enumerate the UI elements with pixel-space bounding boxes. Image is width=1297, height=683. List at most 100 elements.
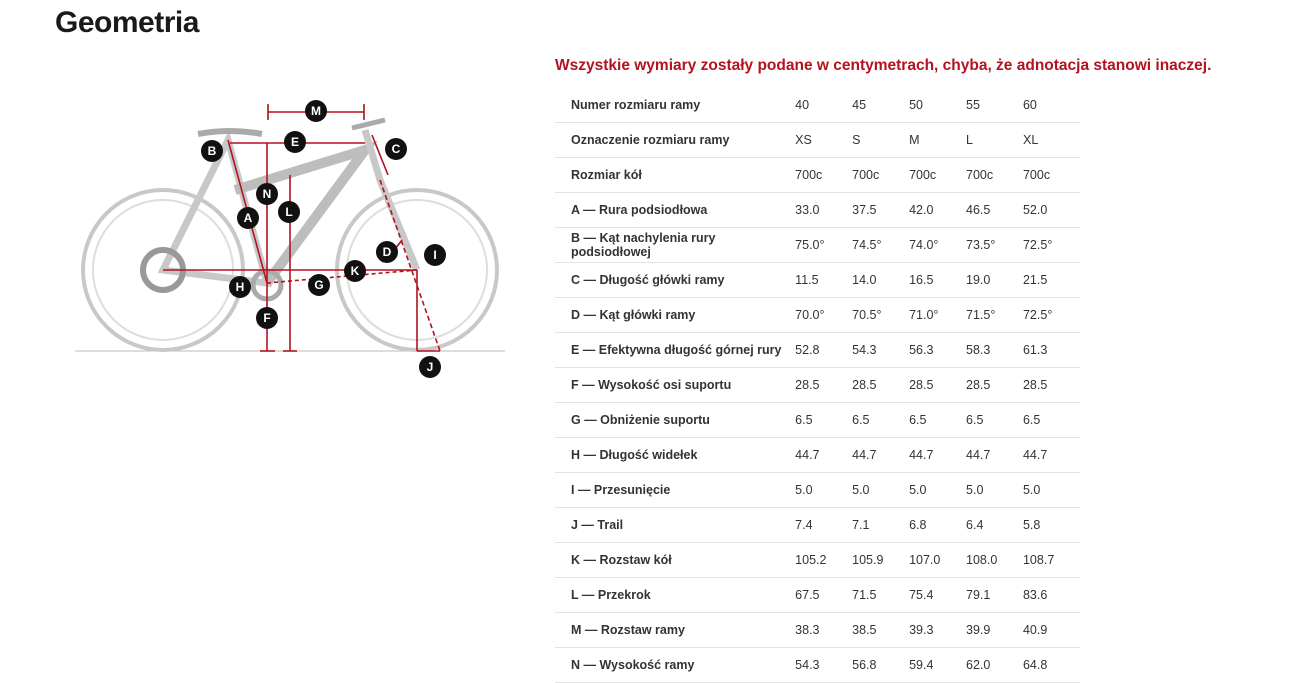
cell-value: 44.7 [852,437,910,473]
cell-value: 61.3 [1022,332,1080,368]
table-row: L — Przekrok 67.5 71.5 75.4 79.1 83.6 [555,577,1080,613]
cell-value: 6.5 [966,402,1023,438]
cell-value: 39.9 [966,612,1023,648]
table-row: Rozmiar kół 700c 700c 700c 700c 700c [555,157,1080,193]
row-label: I — Przesunięcie [555,472,796,508]
badge-letter: E [291,135,299,149]
badge-letter: J [427,360,434,374]
table-row: N — Wysokość ramy 54.3 56.8 59.4 62.0 64.8 [555,647,1080,683]
cell-value: 33.0 [795,192,853,228]
cell-value: 50 [909,88,967,123]
badge-letter: H [236,280,245,294]
cell-value: 59.4 [909,647,967,683]
row-label: A — Rura podsiodłowa [555,192,796,228]
cell-value: 74.5° [852,227,910,263]
cell-value: 40.9 [1022,612,1080,648]
row-label: Numer rozmiaru ramy [555,88,796,123]
cell-value: 14.0 [852,262,910,298]
row-label: B — Kąt nachylenia rury podsiodłowej [555,227,796,263]
page-title: Geometria [55,6,199,39]
badge-circle [237,207,259,229]
badge-circle [256,307,278,329]
cell-value: 40 [795,88,853,123]
cell-value: S [852,122,910,158]
table-row: M — Rozstaw ramy 38.3 38.5 39.3 39.9 40.9 [555,612,1080,648]
cell-value: 42.0 [909,192,967,228]
cell-value: 5.0 [852,472,910,508]
cell-value: 28.5 [1022,367,1080,403]
badge-circle [229,276,251,298]
cell-value: 67.5 [795,577,853,613]
table-row: J — Trail 7.4 7.1 6.8 6.4 5.8 [555,507,1080,543]
badge-letter: M [311,104,321,118]
cell-value: 75.4 [909,577,967,613]
cell-value: 38.5 [852,612,910,648]
cell-value: 58.3 [966,332,1023,368]
geometry-table: Numer rozmiaru ramy 40 45 50 55 60 Oznaczenie … [555,88,1080,683]
cell-value: 7.1 [852,507,910,543]
badge-letter: A [244,211,253,225]
cell-value: 64.8 [1022,647,1080,683]
cell-value: 7.4 [795,507,853,543]
dimension-badge: C [385,138,407,160]
cell-value: 70.0° [795,297,853,333]
cell-value: 44.7 [909,437,967,473]
cell-value: 5.0 [1022,472,1080,508]
dimension-badge: E [284,131,306,153]
cell-value: L [966,122,1023,158]
cell-value: 70.5° [852,297,910,333]
table-row: I — Przesunięcie 5.0 5.0 5.0 5.0 5.0 [555,472,1080,508]
table-row: Numer rozmiaru ramy 40 45 50 55 60 [555,88,1080,123]
cell-value: 5.8 [1022,507,1080,543]
cell-value: M [909,122,967,158]
cell-value: 28.5 [966,367,1023,403]
cell-value: 108.0 [966,542,1023,578]
badge-letter: N [263,187,272,201]
cell-value: 37.5 [852,192,910,228]
row-label: C — Długość główki ramy [555,262,796,298]
badge-letter: F [263,311,270,325]
badge-letter: L [285,205,292,219]
badge-letter: G [314,278,323,292]
cell-value: 28.5 [795,367,853,403]
row-label: F — Wysokość osi suportu [555,367,796,403]
badge-letter: I [433,248,436,262]
cell-value: 72.5° [1022,227,1080,263]
cell-value: 54.3 [852,332,910,368]
cell-value: 56.8 [852,647,910,683]
cell-value: 56.3 [909,332,967,368]
cell-value: 52.8 [795,332,853,368]
cell-value: 5.0 [909,472,967,508]
badge-circle [284,131,306,153]
cell-value: 6.5 [795,402,853,438]
cell-value: 83.6 [1022,577,1080,613]
dimension-badge: N [256,183,278,205]
cell-value: 71.5 [852,577,910,613]
cell-value: 11.5 [795,262,853,298]
badge-letter: C [392,142,401,156]
table-row: H — Długość widełek 44.7 44.7 44.7 44.7 44.7 [555,437,1080,473]
badge-circle [419,356,441,378]
badges: M E B C NL A D I K H G F J [201,100,446,378]
cell-value: 6.5 [1022,402,1080,438]
cell-value: 700c [795,157,853,193]
cell-value: 6.5 [909,402,967,438]
cell-value: 21.5 [1022,262,1080,298]
badge-circle [256,183,278,205]
table-row: K — Rozstaw kół 105.2 105.9 107.0 108.0 108.7 [555,542,1080,578]
dimension-badge: F [256,307,278,329]
units-note: Wszystkie wymiary zostały podane w centy… [555,57,1212,74]
cell-value: 105.9 [852,542,910,578]
cell-value: 108.7 [1022,542,1080,578]
cell-value: 71.5° [966,297,1023,333]
cell-value: 52.0 [1022,192,1080,228]
cell-value: 105.2 [795,542,853,578]
cell-value: 60 [1022,88,1080,123]
badge-circle [385,138,407,160]
bike-diagram: M E B C NL A D I K H G F J [75,100,505,378]
row-label: J — Trail [555,507,796,543]
cell-value: 46.5 [966,192,1023,228]
cell-value: 73.5° [966,227,1023,263]
cell-value: 39.3 [909,612,967,648]
